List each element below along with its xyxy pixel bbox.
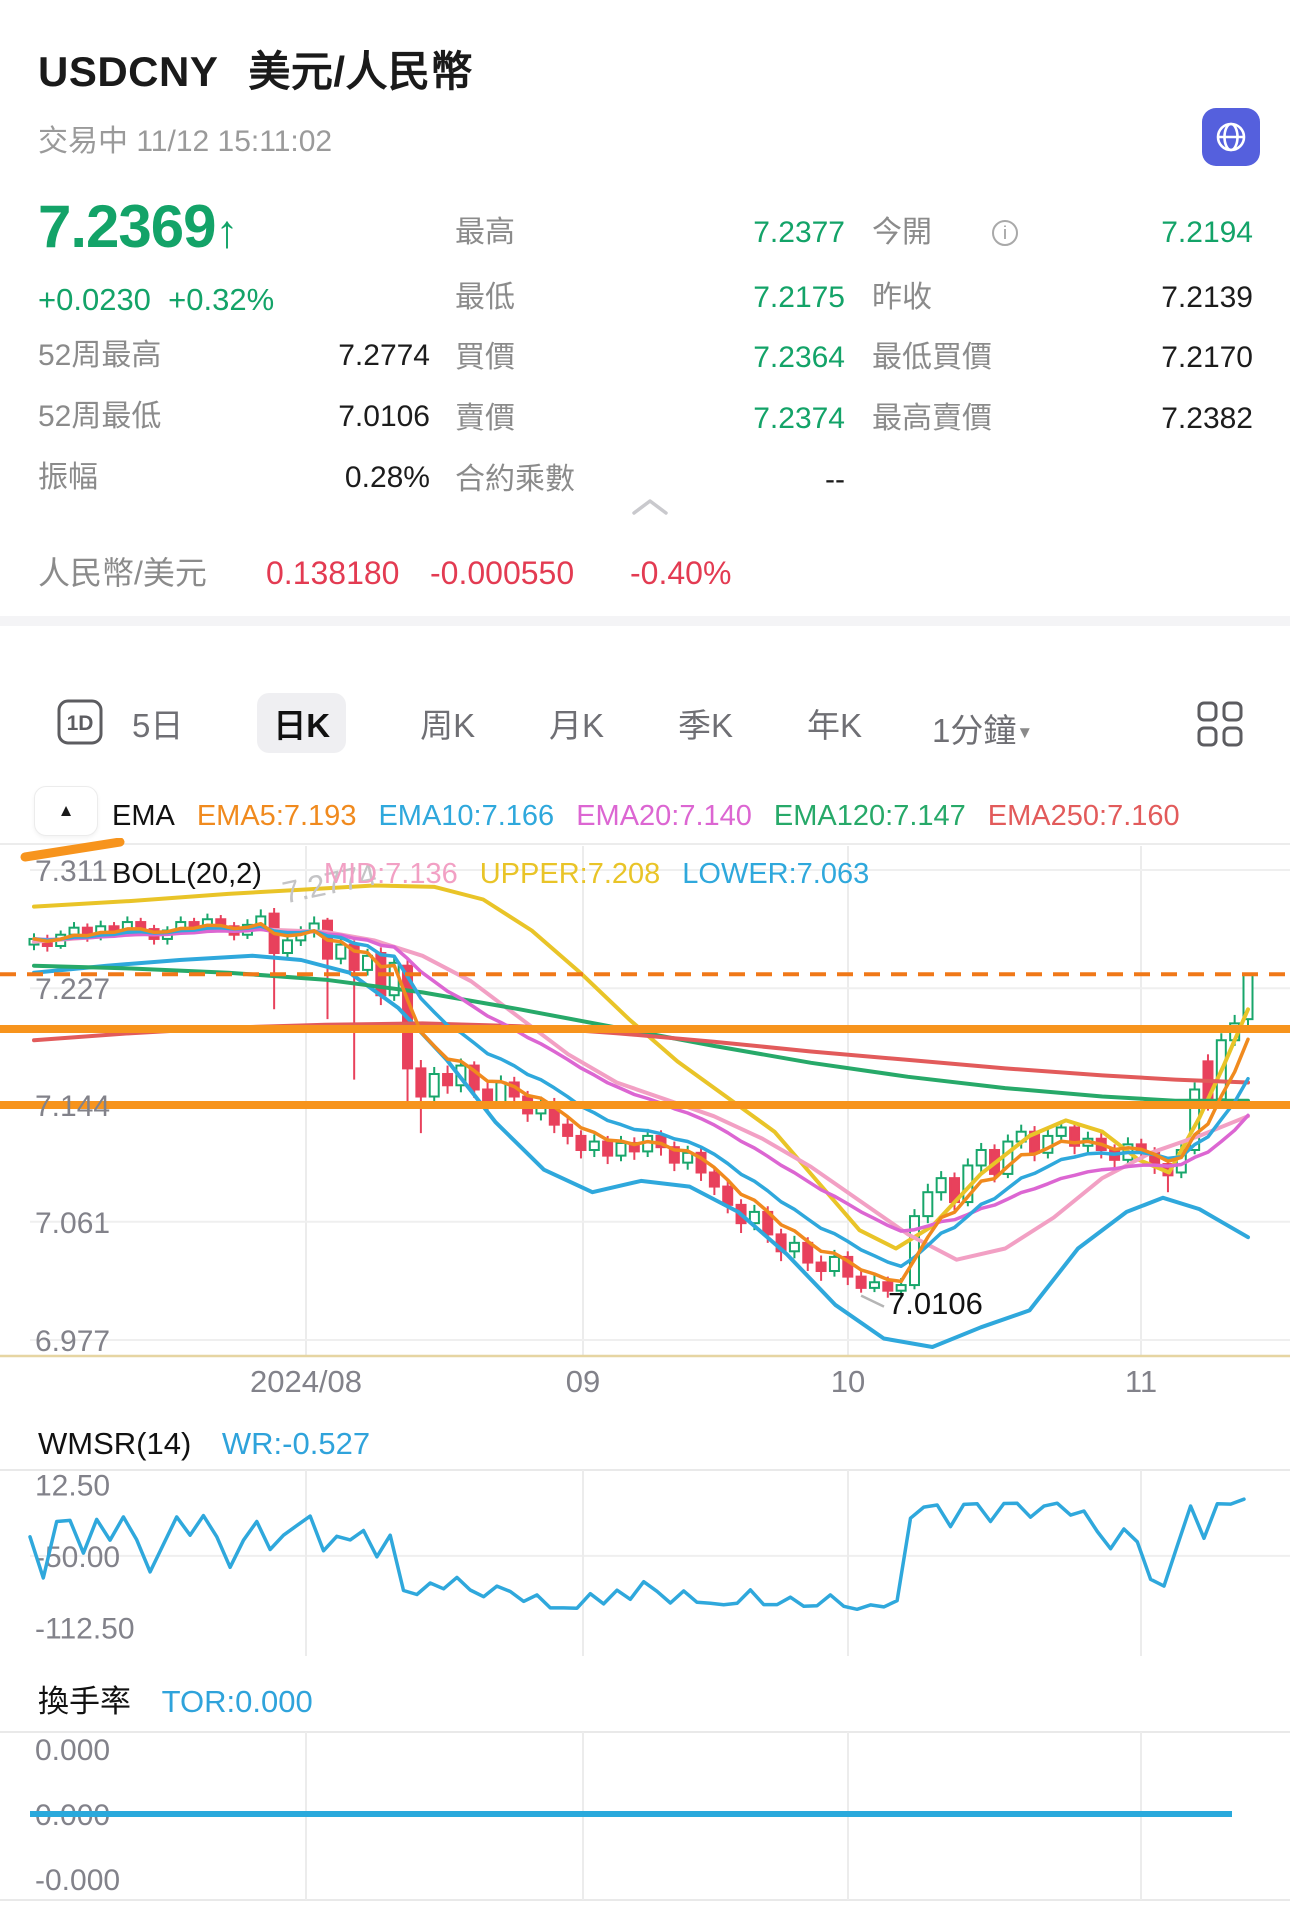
tab-5日[interactable]: 5日 [132, 707, 184, 744]
section-divider [0, 616, 1290, 626]
stat-value: 0.28% [344, 461, 430, 494]
boll-legend-title: BOLL(20,2) [112, 858, 262, 890]
info-icon[interactable]: i [990, 218, 1022, 265]
tor-title: 換手率 [38, 1684, 131, 1719]
boll-legend: BOLL(20,2) MID:7.136 UPPER:7.208 LOWER:7.06… [112, 858, 913, 891]
low-callout-label: 7.0106 [888, 1286, 983, 1321]
inverse-price: 0.138180 [266, 555, 400, 591]
chevron-up-icon[interactable] [628, 496, 672, 523]
tab-minute[interactable]: 1分鐘▼ [932, 712, 1034, 749]
stat-value: 7.0106 [338, 400, 430, 433]
stats-col2: 最高 7.2377 最低 7.2175 買價 7.2364 賣價 7.2374 合約乘數… [455, 216, 845, 496]
svg-text:12.50: 12.50 [35, 1469, 110, 1502]
svg-text:-112.50: -112.50 [35, 1612, 135, 1645]
inverse-change-pct: -0.40% [630, 555, 732, 591]
page-title: USDCNY 美元/人民幣 [38, 38, 473, 99]
up-arrow-icon: ↑ [215, 205, 239, 257]
trading-status: 交易中 11/12 15:11:02 [38, 125, 333, 158]
last-price: 7.2369↑ [38, 193, 239, 260]
ema-legend-item: EMA250:7.160 [987, 800, 1180, 832]
boll-legend-item: UPPER:7.208 [479, 858, 661, 890]
stats-col3: 今開 7.2194 昨收 i 7.2139 最低買價 7.2170 最高賣價 7.23… [872, 216, 1253, 435]
svg-text:6.977: 6.977 [35, 1325, 110, 1358]
svg-text:09: 09 [566, 1364, 600, 1399]
boll-legend-item: MID:7.136 [323, 858, 458, 890]
ema-legend-title: EMA [112, 800, 175, 832]
ema-legend-item: EMA5:7.193 [196, 800, 357, 832]
stat-label: 52周最低 [38, 400, 162, 433]
tab-1d-icon[interactable]: 1D [56, 698, 104, 751]
svg-text:i: i [1003, 223, 1007, 243]
tab-周K[interactable]: 周K [420, 707, 476, 744]
candlestick-chart[interactable]: 7.311 7.227 7.144 7.061 6.977 2024/08 09 10 11 [0, 838, 1290, 1400]
price-change: +0.0230 +0.32% [38, 282, 275, 317]
stat-label: 52周最高 [38, 339, 162, 372]
indicator-collapse-button[interactable]: ▲ [34, 786, 98, 836]
svg-text:7.227: 7.227 [35, 973, 110, 1006]
caret-down-icon: ▼ [1016, 723, 1034, 742]
svg-text:0.000: 0.000 [35, 1734, 110, 1767]
svg-text:11: 11 [1125, 1364, 1157, 1399]
svg-text:7.144: 7.144 [35, 1090, 110, 1123]
tab-季K[interactable]: 季K [677, 707, 733, 744]
svg-text:2024/08: 2024/08 [250, 1364, 362, 1399]
stat-label: 振幅 [38, 461, 98, 494]
tab-月K[interactable]: 月K [549, 707, 605, 744]
inverse-change: -0.000550 [430, 555, 575, 591]
tab-日K[interactable]: 日K [257, 693, 347, 753]
inverse-pair-label: 人民幣/美元 [38, 555, 207, 591]
tor-legend: 換手率 TOR:0.000 [38, 1676, 313, 1721]
tab-年K[interactable]: 年K [806, 707, 862, 744]
symbol: USDCNY [38, 48, 219, 95]
wmsr-title: WMSR(14) [38, 1426, 192, 1461]
svg-text:10: 10 [831, 1364, 865, 1399]
boll-legend-item: LOWER:7.063 [682, 858, 870, 890]
ema-legend-item: EMA120:7.147 [773, 800, 966, 832]
tor-value: TOR:0.000 [161, 1684, 313, 1719]
wmsr-value: WR:-0.527 [221, 1426, 371, 1461]
ema-legend: EMA EMA5:7.193 EMA10:7.166 EMA20:7.140 EMA12… [112, 800, 1224, 833]
svg-text:7.061: 7.061 [35, 1207, 110, 1240]
symbol-name: 美元/人民幣 [248, 48, 474, 95]
ema-legend-item: EMA20:7.140 [576, 800, 752, 832]
stats-col1: 52周最高 7.2774 52周最低 7.0106 振幅 0.28% [38, 337, 430, 497]
ema-legend-item: EMA10:7.166 [378, 800, 555, 832]
svg-text:7.311: 7.311 [35, 855, 108, 888]
svg-text:-0.000: -0.000 [35, 1864, 120, 1897]
grid-layout-icon[interactable] [1196, 700, 1244, 753]
svg-text:1D: 1D [67, 712, 94, 735]
inverse-pair-row[interactable]: 人民幣/美元 0.138180 -0.000550 -0.40% [38, 552, 731, 594]
period-tabs: 5日 日K 周K 月K 季K 年K [132, 693, 862, 753]
wmsr-chart[interactable]: 12.50-50.00-112.50 [0, 1458, 1290, 1662]
globe-icon[interactable] [1202, 108, 1260, 171]
legend-divider [0, 843, 1290, 845]
stat-value: 7.2774 [338, 339, 430, 372]
wmsr-legend: WMSR(14) WR:-0.527 [38, 1426, 370, 1462]
